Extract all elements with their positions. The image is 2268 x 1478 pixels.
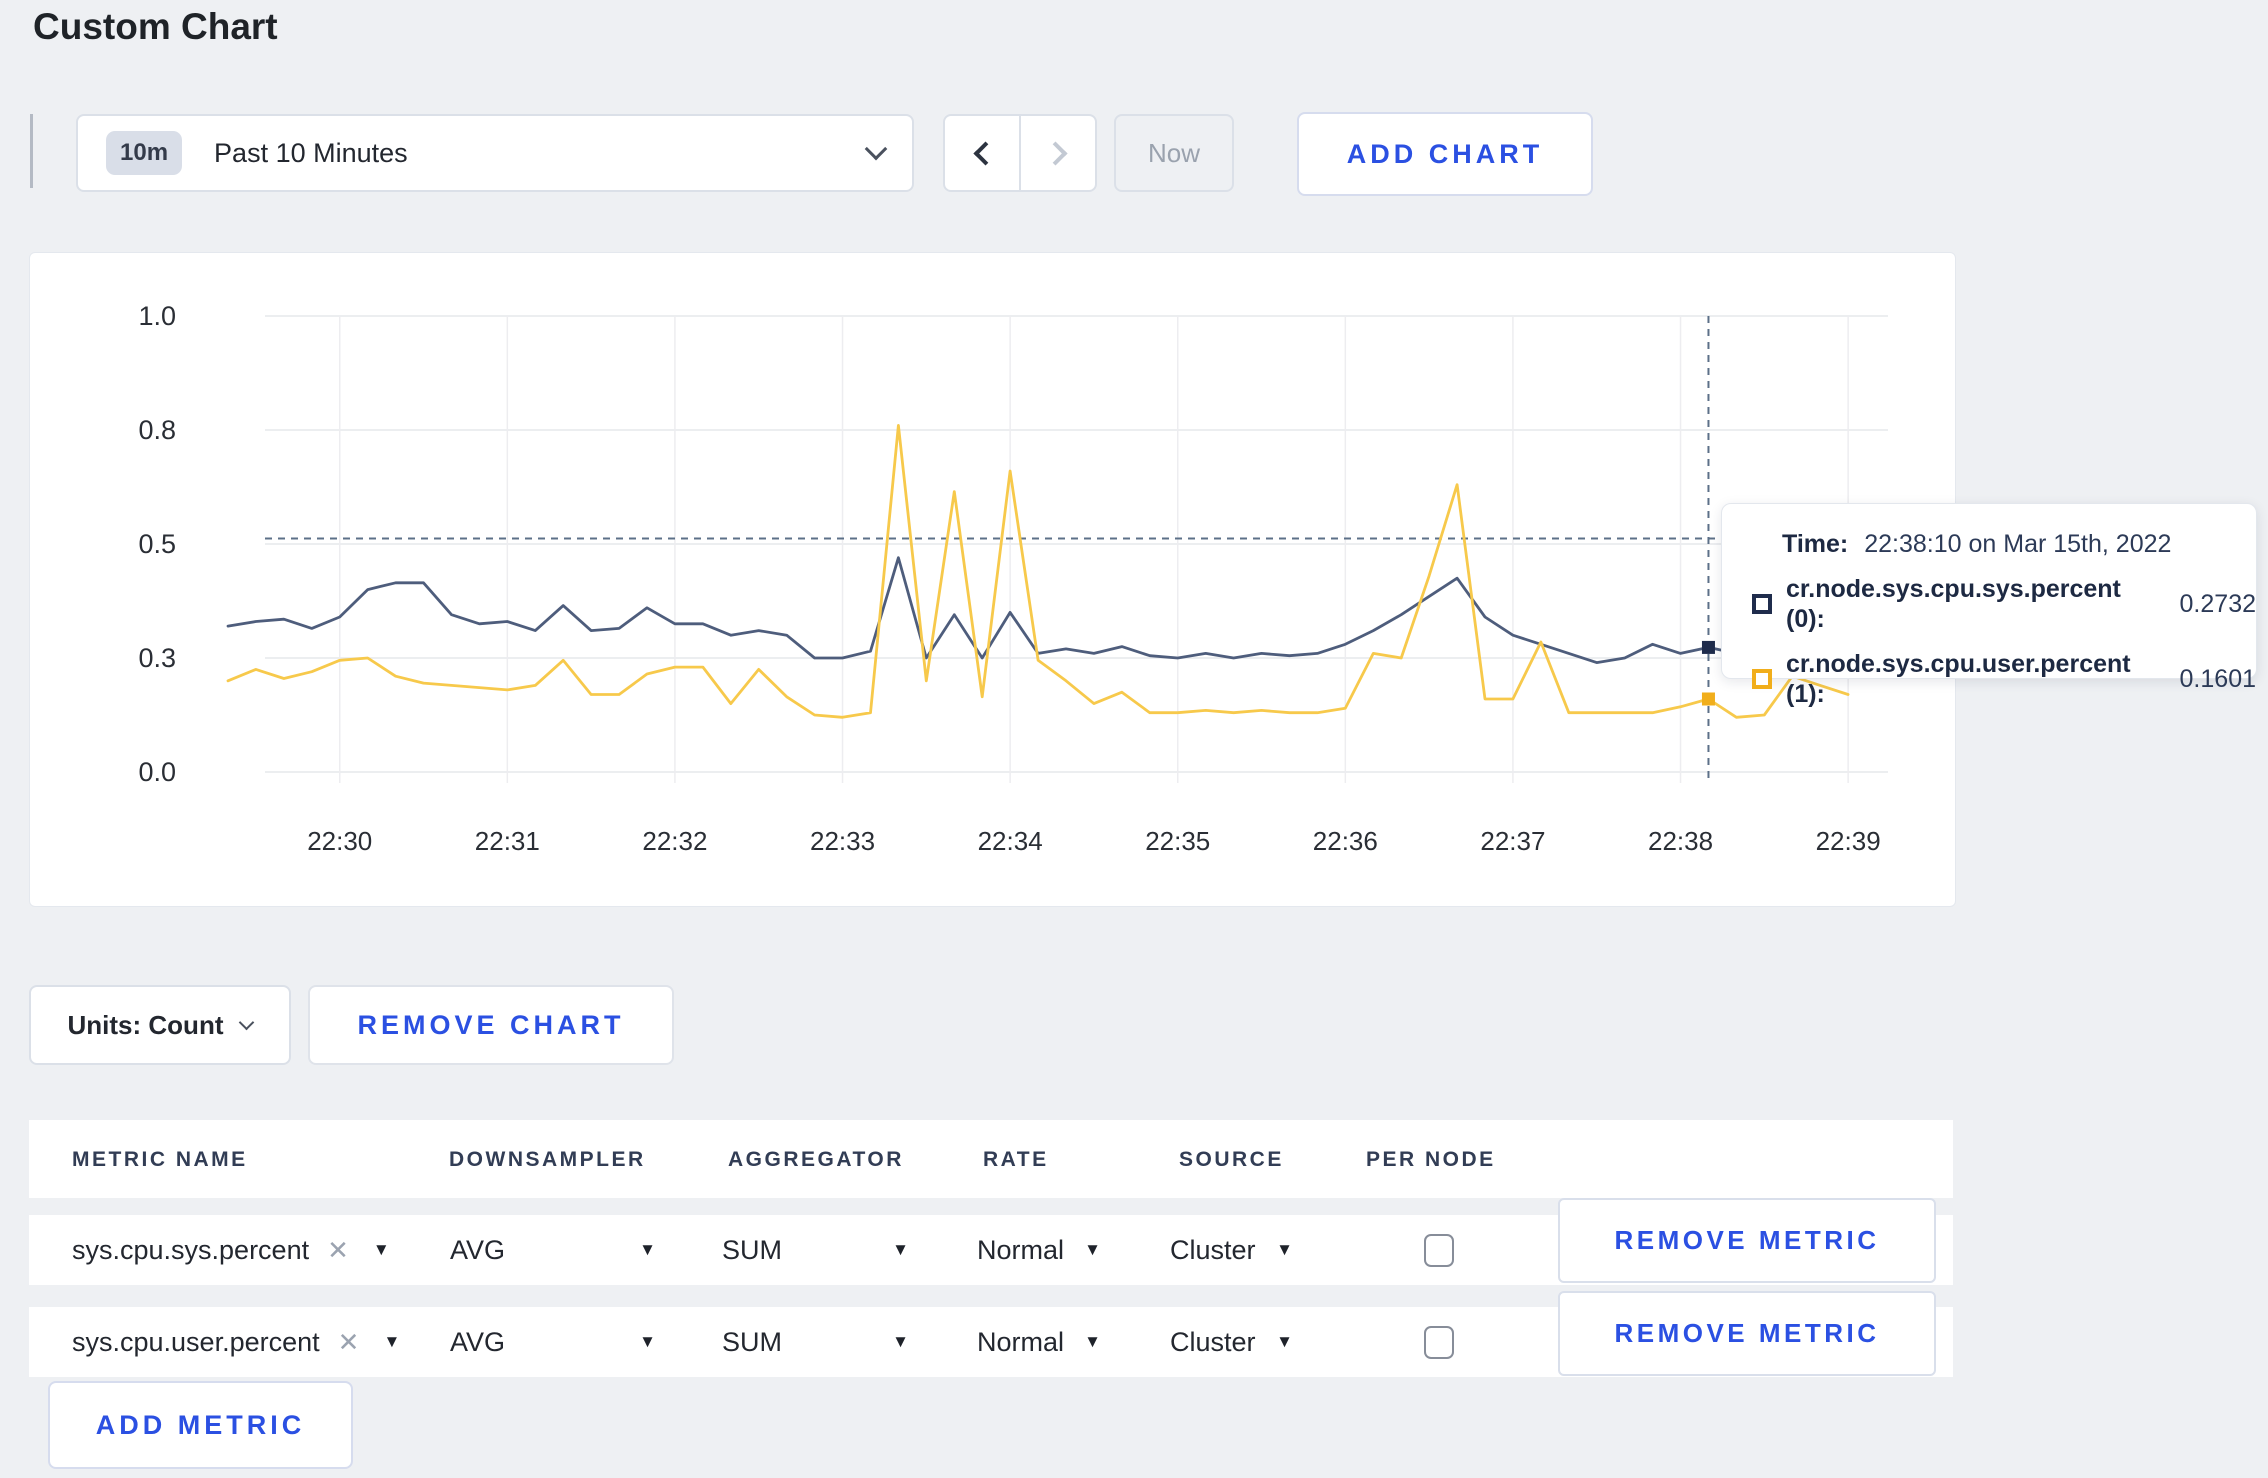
source-value: Cluster bbox=[1170, 1326, 1256, 1357]
tooltip-time-row: Time: 22:38:10 on Mar 15th, 2022 bbox=[1752, 529, 2256, 559]
source-select[interactable]: Cluster ▼ bbox=[1170, 1307, 1293, 1377]
svg-text:22:34: 22:34 bbox=[978, 826, 1043, 856]
per-node-checkbox[interactable] bbox=[1424, 1234, 1454, 1267]
aggregator-select[interactable]: SUM ▼ bbox=[722, 1215, 909, 1285]
chart-card[interactable]: 0.0 0.3 0.5 0.8 1.0 22:30 22:31 22:32 22:33 22:34… bbox=[29, 252, 1956, 907]
tooltip-time-label: Time: bbox=[1782, 530, 1849, 558]
header-per-node: PER NODE bbox=[1366, 1148, 1496, 1171]
svg-text:0.5: 0.5 bbox=[138, 529, 176, 559]
tooltip-time-value: 22:38:10 on Mar 15th, 2022 bbox=[1864, 530, 2172, 558]
svg-text:22:38: 22:38 bbox=[1648, 826, 1713, 856]
time-range-dropdown[interactable]: 10m Past 10 Minutes bbox=[76, 114, 914, 192]
caret-down-icon: ▼ bbox=[383, 1332, 401, 1351]
caret-down-icon: ▼ bbox=[1084, 1332, 1101, 1351]
chevron-down-icon bbox=[864, 137, 888, 161]
source-value: Cluster bbox=[1170, 1234, 1256, 1265]
svg-text:22:33: 22:33 bbox=[810, 826, 875, 856]
chevron-right-icon bbox=[1042, 140, 1068, 166]
remove-chart-button[interactable]: REMOVE CHART bbox=[308, 985, 674, 1065]
downsampler-value: AVG bbox=[450, 1326, 506, 1357]
per-node-checkbox[interactable] bbox=[1424, 1326, 1454, 1359]
remove-metric-button[interactable]: REMOVE METRIC bbox=[1558, 1198, 1936, 1283]
time-prev-button[interactable] bbox=[945, 116, 1019, 190]
metric-name-value: sys.cpu.sys.percent bbox=[72, 1234, 310, 1265]
svg-text:0.3: 0.3 bbox=[138, 643, 176, 673]
rate-value: Normal bbox=[977, 1234, 1065, 1265]
header-downsampler: DOWNSAMPLER bbox=[449, 1148, 646, 1171]
tooltip-series-value: 0.1601 bbox=[2179, 665, 2256, 693]
aggregator-value: SUM bbox=[722, 1326, 782, 1357]
now-button[interactable]: Now bbox=[1114, 114, 1234, 192]
header-metric-name: METRIC NAME bbox=[72, 1148, 248, 1171]
units-label: Units: Count bbox=[67, 1009, 224, 1040]
svg-text:22:32: 22:32 bbox=[642, 826, 707, 856]
tooltip-series-row: cr.node.sys.cpu.sys.percent (0): 0.2732 bbox=[1752, 574, 2256, 634]
metric-name-value: sys.cpu.user.percent bbox=[72, 1326, 320, 1357]
caret-down-icon: ▼ bbox=[639, 1240, 656, 1259]
caret-down-icon: ▼ bbox=[372, 1240, 390, 1259]
svg-text:1.0: 1.0 bbox=[138, 301, 176, 331]
page-title: Custom Chart bbox=[33, 6, 278, 47]
chevron-down-icon bbox=[239, 1014, 255, 1030]
metric-name-select[interactable]: sys.cpu.user.percent ✕ ▼ bbox=[72, 1307, 400, 1377]
close-icon[interactable]: ✕ bbox=[337, 1326, 360, 1357]
source-select[interactable]: Cluster ▼ bbox=[1170, 1215, 1293, 1285]
downsampler-value: AVG bbox=[450, 1234, 506, 1265]
time-range-badge: 10m bbox=[106, 131, 183, 175]
add-chart-button[interactable]: ADD CHART bbox=[1297, 112, 1593, 196]
caret-down-icon: ▼ bbox=[1276, 1240, 1293, 1259]
svg-text:0.8: 0.8 bbox=[138, 415, 176, 445]
header-rate: RATE bbox=[983, 1148, 1049, 1171]
time-nav-group bbox=[943, 114, 1097, 192]
toolbar-divider bbox=[30, 114, 33, 188]
svg-text:22:36: 22:36 bbox=[1313, 826, 1378, 856]
rate-select[interactable]: Normal ▼ bbox=[977, 1307, 1101, 1377]
time-range-label: Past 10 Minutes bbox=[214, 137, 408, 168]
aggregator-value: SUM bbox=[722, 1234, 782, 1265]
svg-text:22:39: 22:39 bbox=[1816, 826, 1881, 856]
remove-metric-button[interactable]: REMOVE METRIC bbox=[1558, 1291, 1936, 1376]
caret-down-icon: ▼ bbox=[892, 1332, 909, 1351]
downsampler-select[interactable]: AVG ▼ bbox=[450, 1215, 656, 1285]
caret-down-icon: ▼ bbox=[892, 1240, 909, 1259]
rate-select[interactable]: Normal ▼ bbox=[977, 1215, 1101, 1285]
caret-down-icon: ▼ bbox=[639, 1332, 656, 1351]
aggregator-select[interactable]: SUM ▼ bbox=[722, 1307, 909, 1377]
close-icon[interactable]: ✕ bbox=[327, 1234, 349, 1265]
metrics-table-header: METRIC NAME DOWNSAMPLER AGGREGATOR RATE … bbox=[29, 1120, 1953, 1198]
caret-down-icon: ▼ bbox=[1276, 1332, 1293, 1351]
header-source: SOURCE bbox=[1179, 1148, 1284, 1171]
rate-value: Normal bbox=[977, 1326, 1065, 1357]
tooltip-series-name: cr.node.sys.cpu.user.percent (1): bbox=[1786, 650, 2131, 708]
units-dropdown[interactable]: Units: Count bbox=[29, 985, 291, 1065]
user-series-swatch-icon bbox=[1752, 669, 1772, 689]
time-next-button[interactable] bbox=[1019, 116, 1095, 190]
chart-tooltip: Time: 22:38:10 on Mar 15th, 2022 cr.node… bbox=[1721, 503, 2257, 708]
metric-name-select[interactable]: sys.cpu.sys.percent ✕ ▼ bbox=[72, 1215, 390, 1285]
timeseries-chart[interactable]: 0.0 0.3 0.5 0.8 1.0 22:30 22:31 22:32 22:33 22:34… bbox=[30, 253, 1957, 908]
svg-text:0.0: 0.0 bbox=[138, 757, 176, 787]
header-aggregator: AGGREGATOR bbox=[728, 1148, 904, 1171]
add-metric-button[interactable]: ADD METRIC bbox=[48, 1381, 353, 1469]
tooltip-series-name: cr.node.sys.cpu.sys.percent (0): bbox=[1786, 575, 2121, 633]
svg-text:22:31: 22:31 bbox=[475, 826, 540, 856]
downsampler-select[interactable]: AVG ▼ bbox=[450, 1307, 656, 1377]
svg-text:22:35: 22:35 bbox=[1145, 826, 1210, 856]
svg-text:22:30: 22:30 bbox=[307, 826, 372, 856]
caret-down-icon: ▼ bbox=[1084, 1240, 1101, 1259]
sys-series-swatch-icon bbox=[1752, 594, 1772, 614]
tooltip-series-value: 0.2732 bbox=[2179, 590, 2256, 618]
svg-text:22:37: 22:37 bbox=[1480, 826, 1545, 856]
chevron-left-icon bbox=[972, 140, 998, 166]
tooltip-series-row: cr.node.sys.cpu.user.percent (1): 0.1601 bbox=[1752, 649, 2256, 709]
